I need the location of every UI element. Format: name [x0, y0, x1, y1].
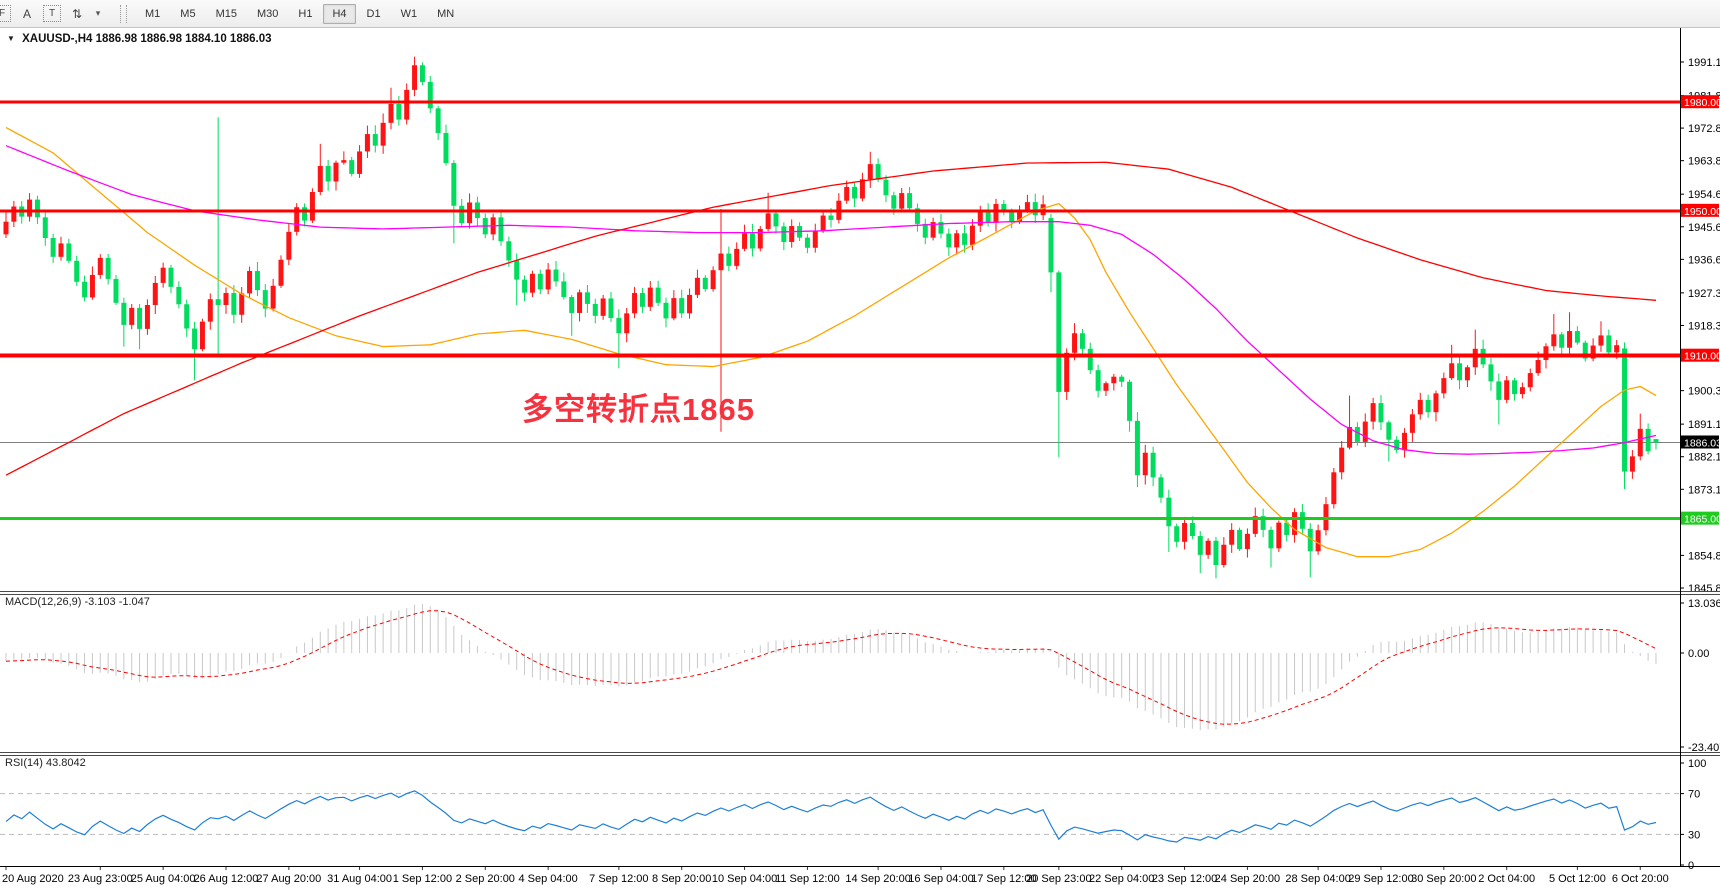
svg-text:5 Oct 12:00: 5 Oct 12:00: [1549, 873, 1606, 885]
svg-text:1854.85: 1854.85: [1688, 550, 1720, 562]
svg-text:8 Sep 20:00: 8 Sep 20:00: [652, 873, 711, 885]
svg-text:17 Sep 12:00: 17 Sep 12:00: [971, 873, 1036, 885]
svg-text:23 Sep 12:00: 23 Sep 12:00: [1152, 873, 1217, 885]
svg-text:28 Sep 04:00: 28 Sep 04:00: [1285, 873, 1350, 885]
svg-text:13.036: 13.036: [1688, 598, 1720, 610]
arrows-dropdown-caret[interactable]: ▾: [95, 8, 101, 18]
svg-text:2 Sep 20:00: 2 Sep 20:00: [456, 873, 515, 885]
macd-signal-line: [5, 610, 1657, 725]
macd-indicator-label: MACD(12,26,9) -3.103 -1.047: [5, 596, 150, 608]
timeframe-button-m30[interactable]: M30: [256, 7, 279, 20]
svg-text:1882.10: 1882.10: [1688, 452, 1720, 464]
timeframe-button-w1[interactable]: W1: [400, 7, 418, 20]
svg-text:27 Aug 20:00: 27 Aug 20:00: [256, 873, 321, 885]
svg-text:1865.00: 1865.00: [1684, 514, 1720, 526]
svg-text:22 Sep 04:00: 22 Sep 04:00: [1089, 873, 1154, 885]
svg-text:14 Sep 20:00: 14 Sep 20:00: [845, 873, 910, 885]
timeframe-button-m1[interactable]: M1: [145, 7, 161, 20]
svg-text:1927.35: 1927.35: [1688, 288, 1720, 300]
timeframe-button-mn[interactable]: MN: [437, 7, 455, 20]
svg-text:20 Sep 23:00: 20 Sep 23:00: [1026, 873, 1091, 885]
svg-text:6 Oct 20:00: 6 Oct 20:00: [1612, 873, 1669, 885]
svg-text:20 Aug 2020: 20 Aug 2020: [2, 873, 64, 885]
svg-text:1886.03: 1886.03: [1684, 437, 1720, 449]
rsi-pane: [0, 790, 1680, 843]
svg-text:1954.60: 1954.60: [1688, 189, 1720, 201]
svg-text:25 Aug 04:00: 25 Aug 04:00: [131, 873, 196, 885]
svg-text:26 Aug 12:00: 26 Aug 12:00: [194, 873, 259, 885]
macd-pane: [5, 604, 1657, 731]
svg-text:1910.00: 1910.00: [1684, 351, 1720, 363]
timeframe-group: M1 M5 M15 M30 H1 H4 D1 W1 MN: [135, 3, 464, 24]
svg-text:24 Sep 20:00: 24 Sep 20:00: [1215, 873, 1280, 885]
svg-text:1873.10: 1873.10: [1688, 484, 1720, 496]
cursor-a-icon[interactable]: A: [22, 6, 31, 21]
svg-text:4 Sep 04:00: 4 Sep 04:00: [518, 873, 577, 885]
svg-text:1945.60: 1945.60: [1688, 222, 1720, 234]
svg-text:1900.35: 1900.35: [1688, 386, 1720, 398]
mid-ma-magenta: [5, 145, 1657, 455]
chart-annotation-text: 多空转折点1865: [522, 392, 755, 427]
indicator-grid-icon[interactable]: F: [0, 5, 11, 22]
svg-text:1950.00: 1950.00: [1684, 206, 1720, 218]
svg-text:1963.85: 1963.85: [1688, 156, 1720, 168]
fast-ma-orange: [5, 126, 1657, 558]
svg-text:-23.407: -23.407: [1688, 742, 1720, 754]
svg-text:16 Sep 04:00: 16 Sep 04:00: [908, 873, 973, 885]
svg-text:1991.10: 1991.10: [1688, 57, 1720, 69]
timeframe-button-h1[interactable]: H1: [298, 7, 313, 20]
svg-text:70: 70: [1688, 789, 1700, 801]
timeframe-button-m15[interactable]: M15: [215, 7, 237, 20]
svg-text:0.00: 0.00: [1688, 648, 1709, 660]
svg-text:1845.85: 1845.85: [1688, 583, 1720, 595]
arrows-tool-icon[interactable]: ⇅: [71, 6, 83, 21]
symbol-period-label: XAUUSD-,H4: [22, 33, 93, 45]
svg-text:1891.10: 1891.10: [1688, 419, 1720, 431]
symbol-dropdown-icon[interactable]: ▼: [7, 34, 15, 43]
svg-text:100: 100: [1688, 758, 1706, 770]
svg-text:7 Sep 12:00: 7 Sep 12:00: [589, 873, 648, 885]
svg-text:2 Oct 04:00: 2 Oct 04:00: [1478, 873, 1535, 885]
svg-text:29 Sep 12:00: 29 Sep 12:00: [1348, 873, 1413, 885]
symbol-ohlc-readout: ▼ XAUUSD-,H4 1886.98 1886.98 1884.10 188…: [7, 33, 272, 45]
svg-text:1918.35: 1918.35: [1688, 320, 1720, 332]
svg-text:1972.85: 1972.85: [1688, 123, 1720, 135]
toolbar-icon-group: F A T ⇅ ▾: [0, 5, 110, 23]
svg-text:11 Sep 12:00: 11 Sep 12:00: [775, 873, 840, 885]
rsi-indicator-label: RSI(14) 43.8042: [5, 757, 86, 769]
text-tool-icon[interactable]: T: [43, 5, 61, 22]
rsi-line: [5, 790, 1657, 843]
svg-text:1980.00: 1980.00: [1684, 97, 1720, 109]
svg-text:23 Aug 23:00: 23 Aug 23:00: [68, 873, 133, 885]
slow-ma-red: [5, 161, 1657, 476]
svg-text:30 Sep 20:00: 30 Sep 20:00: [1411, 873, 1476, 885]
timeframe-button-m5[interactable]: M5: [180, 7, 196, 20]
ohlc-values: 1886.98 1886.98 1884.10 1886.03: [95, 33, 272, 45]
timeframe-button-h4[interactable]: H4: [323, 3, 356, 24]
timeframe-button-d1[interactable]: D1: [366, 7, 381, 20]
svg-text:1936.60: 1936.60: [1688, 254, 1720, 266]
svg-text:30: 30: [1688, 829, 1700, 841]
svg-text:31 Aug 04:00: 31 Aug 04:00: [327, 873, 392, 885]
price-axis: 1991.101981.851972.851963.851954.601945.…: [1680, 57, 1720, 872]
toolbar-grip[interactable]: [120, 4, 127, 23]
top-toolbar: F A T ⇅ ▾ M1 M5 M15 M30 H1 H4 D1 W1 MN: [0, 0, 1720, 28]
svg-text:1 Sep 12:00: 1 Sep 12:00: [393, 873, 452, 885]
svg-text:10 Sep 04:00: 10 Sep 04:00: [712, 873, 777, 885]
main-pane: [0, 56, 1680, 579]
